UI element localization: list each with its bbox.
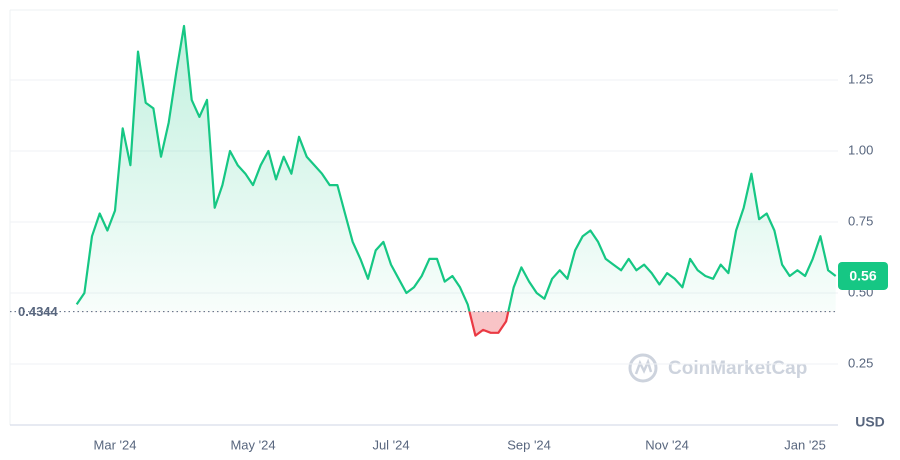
x-tick-label: Jan '25 [784, 437, 826, 452]
y-tick-label: 1.00 [848, 142, 873, 157]
price-line [75, 24, 837, 337]
price-badge [838, 261, 888, 290]
watermark-logo-mark [634, 358, 653, 375]
area [76, 26, 836, 336]
watermark-text: CoinMarketCap [668, 358, 807, 379]
watermark-logo [628, 353, 658, 383]
y-tick-label: 0.75 [848, 213, 873, 228]
y-tick-label: 0.25 [848, 355, 873, 370]
watermark: CoinMarketCap [628, 353, 807, 383]
reference-label: 0.4344 [18, 304, 59, 319]
y-tick-label: 1.25 [848, 71, 873, 86]
x-tick-label: Nov '24 [645, 437, 689, 452]
x-tick-label: Sep '24 [507, 437, 551, 452]
y-axis-label: USD [855, 414, 885, 430]
x-tick-label: Mar '24 [94, 437, 137, 452]
x-tick-label: Jul '24 [372, 437, 409, 452]
x-tick-label: May '24 [230, 437, 275, 452]
price-badge-label: 0.56 [849, 268, 876, 284]
